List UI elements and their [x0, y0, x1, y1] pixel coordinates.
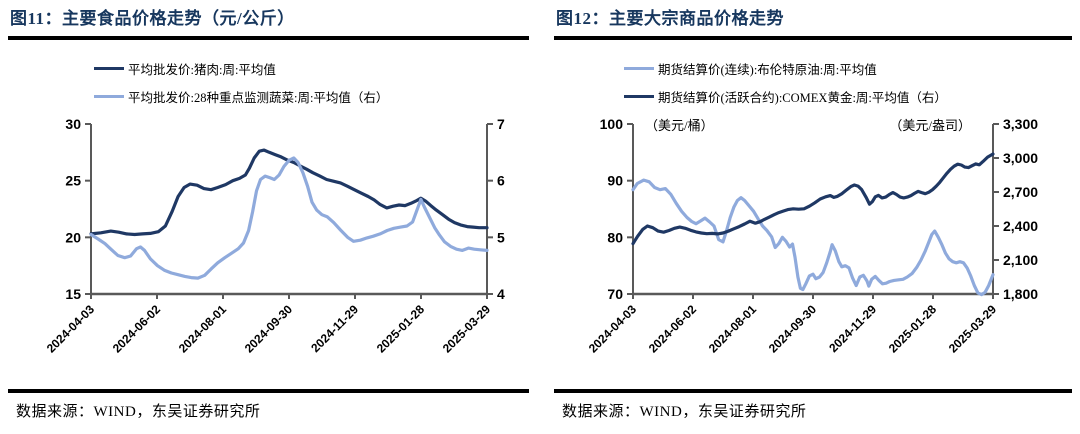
y-axis-left-tick-label: 100 — [600, 116, 624, 132]
y-axis-right-tick-label: 2,100 — [1003, 252, 1038, 268]
figure-11-panel: 图11：主要食品价格走势（元/公斤） 平均批发价:猪肉:周:平均值平均批发价:2… — [8, 0, 529, 434]
pork-price-line — [89, 148, 489, 237]
left-axis-unit-label: （美元/桶） — [645, 118, 714, 133]
y-axis-right-tick-label: 3,000 — [1003, 150, 1038, 166]
x-axis-tick-label: 2025-03-29 — [946, 302, 1000, 356]
figure-12-footer: 数据来源：WIND，东吴证券研究所 — [554, 389, 1072, 434]
legend-label: 期货结算价(连续):布伦特原油:周:平均值 — [658, 63, 877, 77]
y-axis-left-tick-label: 90 — [607, 173, 623, 189]
figure-12-chart: 70 80 90 100 1,800 2,100 2,400 2,700 3,000 3,300 2… — [586, 116, 1038, 356]
legend-item-0: 平均批发价:猪肉:周:平均值 — [94, 60, 529, 77]
x-axis-tick-label: 2024-11-29 — [826, 302, 879, 355]
x-axis-tick-label: 2024-04-03 — [586, 302, 640, 356]
figure-11-footer: 数据来源：WIND，东吴证券研究所 — [8, 389, 529, 434]
x-axis-tick-label: 2025-01-28 — [374, 302, 428, 356]
x-axis-tick-label: 2024-06-02 — [110, 302, 164, 356]
x-axis-tick-label: 2025-03-29 — [440, 302, 494, 356]
figure-11-source-note: 数据来源：WIND，东吴证券研究所 — [16, 404, 261, 420]
y-axis-left-tick-label: 15 — [65, 286, 81, 302]
y-axis-left-tick-label: 30 — [65, 116, 81, 132]
legend-label: 平均批发价:28种重点监测蔬菜:周:平均值（右） — [128, 91, 389, 105]
x-axis-tick-label: 2024-04-03 — [44, 302, 98, 356]
y-axis-right-tick-label: 2,700 — [1003, 184, 1038, 200]
legend-line-swatch — [94, 95, 124, 98]
y-axis-left-tick-label: 25 — [65, 173, 81, 189]
y-axis-right-tick-label: 5 — [497, 229, 505, 245]
y-axis-right-tick-label: 4 — [497, 286, 505, 302]
legend-label: 平均批发价:猪肉:周:平均值 — [128, 63, 276, 77]
x-axis-tick-label: 2024-06-02 — [646, 302, 700, 356]
right-axis-unit-label: （美元/盎司） — [889, 118, 971, 133]
legend-item-0: 期货结算价(连续):布伦特原油:周:平均值 — [624, 60, 1072, 77]
legend-label: 期货结算价(活跃合约):COMEX黄金:周:平均值（右） — [658, 91, 947, 105]
figure-12-source-note: 数据来源：WIND，东吴证券研究所 — [562, 404, 807, 420]
x-axis-tick-label: 2024-09-30 — [766, 302, 820, 356]
x-axis-tick-label: 2024-09-30 — [242, 302, 296, 356]
y-axis-right-tick-label: 3,300 — [1003, 116, 1038, 132]
x-axis-tick-label: 2025-01-28 — [886, 302, 940, 356]
y-axis-right-tick-label: 1,800 — [1003, 286, 1038, 302]
y-axis-left-tick-label: 20 — [65, 229, 81, 245]
legend-item-1: 平均批发价:28种重点监测蔬菜:周:平均值（右） — [94, 88, 529, 105]
legend-line-swatch — [624, 95, 654, 98]
y-axis-left-tick-label: 80 — [607, 229, 623, 245]
legend-line-swatch — [94, 67, 124, 70]
figure-12-title: 图12：主要大宗商品价格走势 — [554, 0, 1072, 40]
legend-item-1: 期货结算价(活跃合约):COMEX黄金:周:平均值（右） — [624, 88, 1072, 105]
vegetable-price-line — [89, 156, 489, 280]
figure-11-title: 图11：主要食品价格走势（元/公斤） — [8, 0, 529, 40]
y-axis-right-tick-label: 6 — [497, 173, 505, 189]
x-axis-tick-label: 2024-08-01 — [706, 302, 760, 356]
figure-11-legend: 平均批发价:猪肉:周:平均值平均批发价:28种重点监测蔬菜:周:平均值（右） — [94, 60, 529, 105]
figure-12-legend: 期货结算价(连续):布伦特原油:周:平均值期货结算价(活跃合约):COMEX黄金… — [624, 60, 1072, 105]
comex-gold-line — [631, 152, 995, 246]
x-axis-tick-label: 2024-08-01 — [176, 302, 230, 356]
legend-line-swatch — [624, 67, 654, 70]
y-axis-right-tick-label: 7 — [497, 116, 505, 132]
y-axis-right-tick-label: 2,400 — [1003, 218, 1038, 234]
brent-crude-line — [631, 178, 995, 297]
x-axis-tick-label: 2024-11-29 — [308, 302, 361, 355]
y-axis-left-tick-label: 70 — [607, 286, 623, 302]
figure-11-chart: 15 20 25 30 4 5 6 7 2024-04-03 2024-06-02 2024-08-… — [44, 116, 505, 356]
figure-12-panel: 图12：主要大宗商品价格走势 期货结算价(连续):布伦特原油:周:平均值 期货结算… — [554, 0, 1072, 434]
